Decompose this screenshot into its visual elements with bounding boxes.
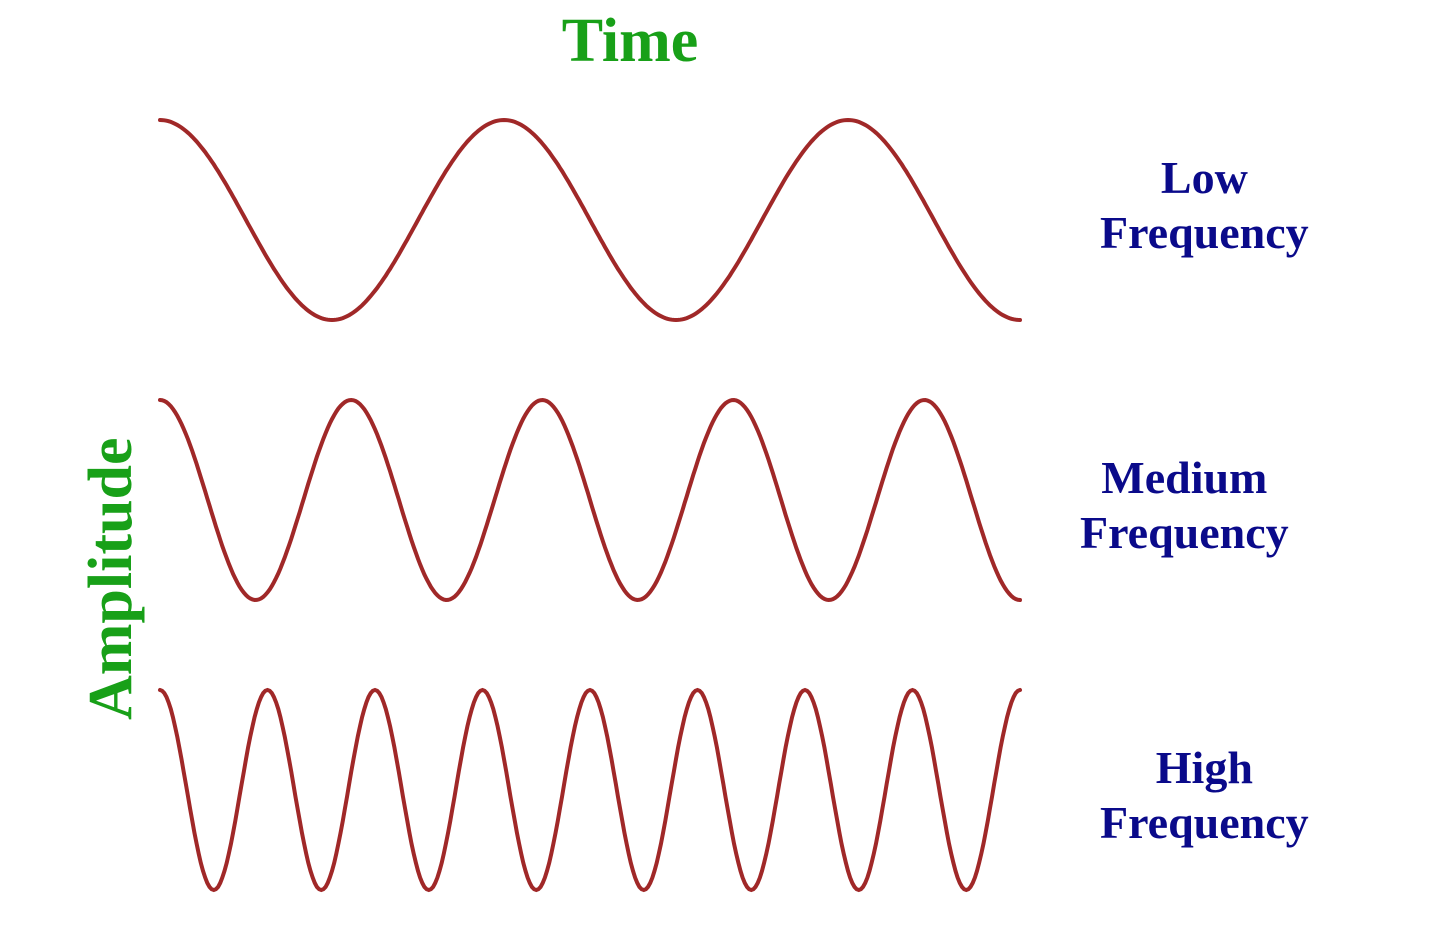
frequency-diagram: Time Amplitude Low Frequency Medium Freq… [0, 0, 1440, 949]
label-medium-frequency: Medium Frequency [1080, 450, 1289, 560]
label-high-line2: Frequency [1100, 797, 1309, 848]
label-medium-line2: Frequency [1080, 507, 1289, 558]
label-low-line2: Frequency [1100, 207, 1309, 258]
x-axis-title: Time [430, 6, 830, 77]
wave-medium-frequency [130, 390, 1030, 610]
wave-high-frequency [130, 680, 1030, 900]
label-low-frequency: Low Frequency [1100, 150, 1309, 260]
label-high-line1: High [1156, 742, 1253, 793]
label-low-line1: Low [1161, 152, 1248, 203]
wave-low-frequency [130, 110, 1030, 330]
label-medium-line1: Medium [1101, 452, 1267, 503]
label-high-frequency: High Frequency [1100, 740, 1309, 850]
